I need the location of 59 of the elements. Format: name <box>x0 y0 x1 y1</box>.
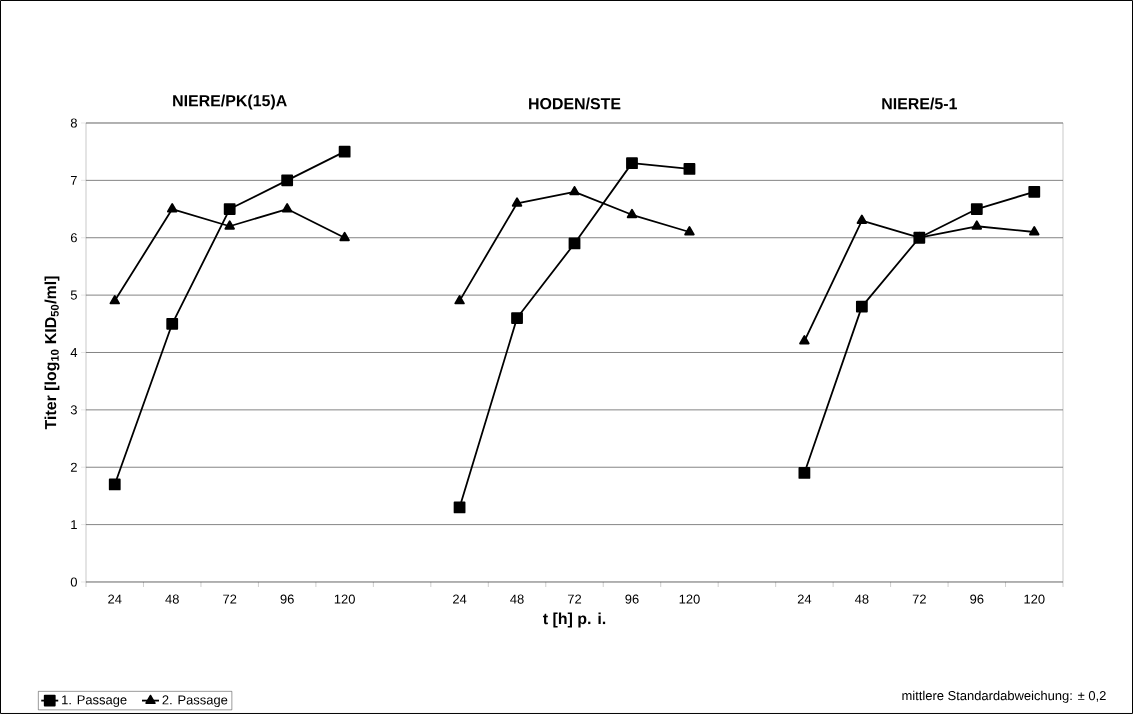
x-tick-label: 120 <box>1024 594 1045 604</box>
point <box>970 203 983 215</box>
point <box>683 162 696 175</box>
y-axis-title: Titer [log$_{10}$ KID$_{50}$/ml] <box>44 276 60 430</box>
y-tick-label: 3 <box>70 405 77 415</box>
x-tick-label: 96 <box>280 594 294 604</box>
point <box>684 226 695 236</box>
y-tick-label: 5 <box>70 290 77 300</box>
y-tick-label: 2 <box>70 462 77 472</box>
x-tick-label: 72 <box>223 594 237 604</box>
point <box>339 231 350 242</box>
x-tick-label: 48 <box>510 594 524 604</box>
point <box>798 467 811 479</box>
y-tick-label: 7 <box>70 175 77 185</box>
point <box>108 478 121 491</box>
point <box>856 214 868 224</box>
x-tick-label: 48 <box>854 594 869 604</box>
y-tick-label: 0 <box>70 577 77 587</box>
point <box>166 203 178 213</box>
x-tick-label: 72 <box>912 594 926 604</box>
y-tick-label: 1 <box>71 520 77 530</box>
point <box>626 208 638 219</box>
text: HODEN/STE <box>529 97 621 110</box>
x-tick-label: 24 <box>453 594 467 604</box>
x-axis-title: t [h] p. i. <box>542 612 606 628</box>
legend-label: 1. Passage <box>62 695 127 707</box>
y-tick-label: 4 <box>70 348 78 357</box>
x-tick-label: 48 <box>165 594 179 604</box>
point <box>855 300 868 313</box>
legend-label: 2. Passage <box>162 695 228 708</box>
point <box>1028 185 1041 198</box>
y-tick-label: 8 <box>70 118 77 128</box>
point <box>224 220 235 230</box>
point <box>281 203 293 213</box>
point <box>281 174 294 187</box>
point <box>1029 226 1040 236</box>
point <box>511 312 523 324</box>
point <box>511 197 523 207</box>
y-tick-label: 6 <box>70 233 77 243</box>
x-tick-label: 24 <box>797 594 812 604</box>
x-tick-label: 120 <box>679 594 700 604</box>
x-tick-label: 96 <box>625 594 639 604</box>
text: mittlere Standardabweichung: ± 0,2 <box>902 690 1106 703</box>
point <box>166 317 179 330</box>
point <box>453 501 466 514</box>
x-tick-label: 24 <box>108 594 122 604</box>
point <box>338 145 351 158</box>
point <box>109 294 120 305</box>
x-tick-label: 120 <box>334 594 355 604</box>
point <box>626 157 638 170</box>
point <box>454 294 465 305</box>
point <box>971 220 983 230</box>
point <box>223 203 236 215</box>
text: NIERE/PK(15)A <box>173 94 287 110</box>
x-tick-label: 96 <box>970 594 984 604</box>
point <box>569 185 580 196</box>
point <box>799 335 810 345</box>
x-tick-label: 72 <box>567 594 582 604</box>
text: NIERE/5-1 <box>882 97 957 110</box>
